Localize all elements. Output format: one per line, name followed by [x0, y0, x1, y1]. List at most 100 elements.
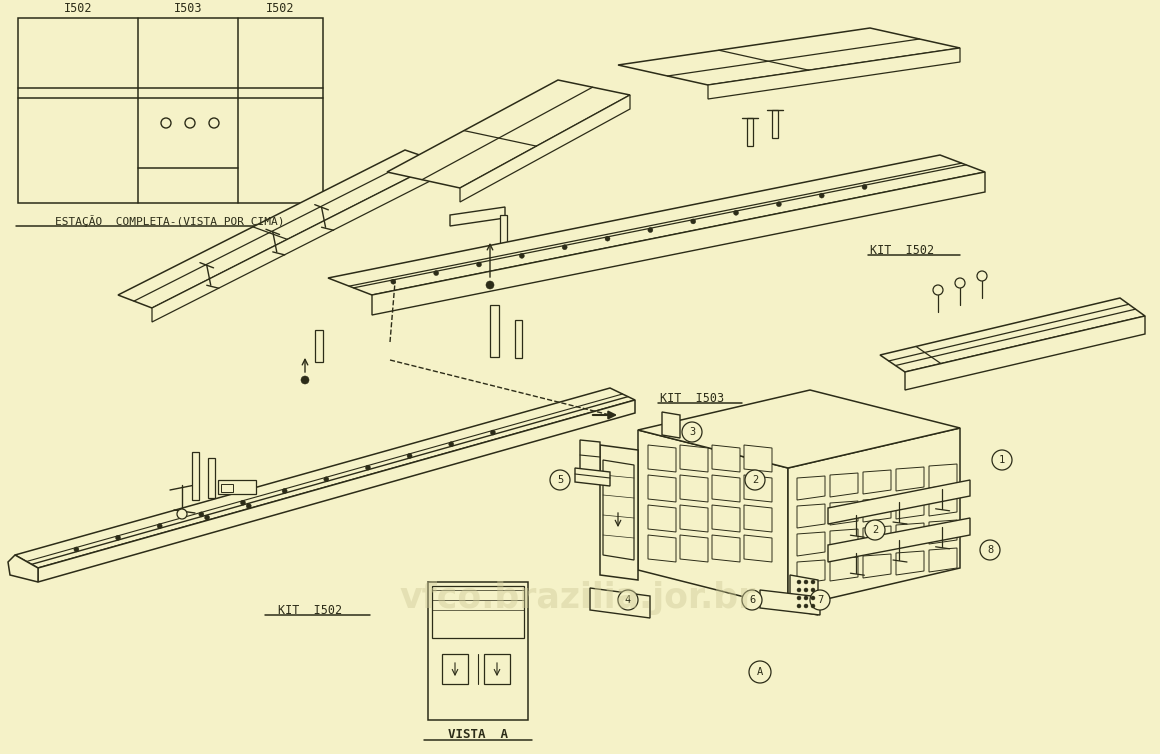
Bar: [208, 458, 215, 498]
Polygon shape: [580, 440, 600, 482]
Circle shape: [198, 512, 204, 517]
Polygon shape: [929, 464, 957, 488]
Bar: [19, 18, 322, 203]
Polygon shape: [648, 445, 676, 472]
Circle shape: [742, 590, 762, 610]
Circle shape: [865, 520, 885, 540]
Circle shape: [776, 201, 782, 207]
Circle shape: [797, 580, 802, 584]
Circle shape: [862, 185, 867, 189]
Circle shape: [520, 253, 524, 259]
Circle shape: [690, 219, 696, 224]
Text: 3: 3: [689, 427, 695, 437]
Polygon shape: [680, 445, 708, 472]
Polygon shape: [638, 390, 960, 468]
Polygon shape: [896, 495, 925, 519]
Polygon shape: [788, 428, 960, 608]
Circle shape: [282, 489, 288, 493]
Polygon shape: [896, 551, 925, 575]
Circle shape: [477, 262, 481, 267]
Circle shape: [804, 588, 809, 592]
Text: 2: 2: [752, 475, 759, 485]
Circle shape: [749, 661, 771, 683]
Polygon shape: [118, 150, 440, 308]
Polygon shape: [744, 505, 773, 532]
Polygon shape: [600, 445, 638, 580]
Circle shape: [980, 540, 1000, 560]
Text: 4: 4: [625, 595, 631, 605]
Text: I502: I502: [266, 2, 295, 14]
Circle shape: [933, 285, 943, 295]
Polygon shape: [638, 430, 788, 608]
Polygon shape: [790, 575, 818, 615]
Bar: [515, 320, 522, 358]
Polygon shape: [828, 480, 970, 524]
Text: 5: 5: [557, 475, 563, 485]
Text: 1: 1: [999, 455, 1005, 465]
Polygon shape: [680, 535, 708, 562]
Polygon shape: [708, 48, 960, 99]
Circle shape: [745, 470, 764, 490]
Bar: [218, 480, 256, 494]
Circle shape: [300, 376, 309, 384]
Circle shape: [204, 515, 210, 520]
Circle shape: [804, 580, 809, 584]
Polygon shape: [828, 518, 970, 562]
Circle shape: [992, 450, 1012, 470]
Polygon shape: [15, 388, 635, 568]
Circle shape: [184, 118, 195, 128]
Polygon shape: [744, 445, 773, 472]
Polygon shape: [797, 476, 825, 500]
Polygon shape: [905, 316, 1145, 390]
Circle shape: [733, 210, 739, 216]
Circle shape: [177, 509, 187, 519]
Polygon shape: [797, 504, 825, 528]
Circle shape: [550, 470, 570, 490]
Polygon shape: [744, 535, 773, 562]
Bar: [442, 654, 467, 684]
Circle shape: [486, 281, 494, 289]
Circle shape: [407, 453, 412, 458]
Text: I503: I503: [174, 2, 202, 14]
Circle shape: [246, 504, 252, 508]
Bar: [747, 118, 753, 146]
Polygon shape: [712, 505, 740, 532]
Bar: [773, 110, 778, 138]
Circle shape: [365, 465, 370, 470]
Bar: [484, 654, 510, 684]
Polygon shape: [863, 498, 891, 522]
Polygon shape: [680, 505, 708, 532]
Text: 6: 6: [749, 595, 755, 605]
Text: VISTA  A: VISTA A: [448, 728, 508, 740]
Polygon shape: [896, 467, 925, 491]
Circle shape: [391, 279, 396, 284]
Circle shape: [804, 604, 809, 608]
Text: KIT  I503: KIT I503: [660, 391, 724, 404]
Polygon shape: [797, 560, 825, 584]
Circle shape: [618, 590, 638, 610]
Polygon shape: [880, 298, 1145, 372]
Circle shape: [449, 442, 454, 446]
Polygon shape: [896, 523, 925, 547]
Bar: [222, 484, 233, 492]
Text: vfco.brazilia.jor.br: vfco.brazilia.jor.br: [400, 581, 756, 615]
Circle shape: [158, 523, 162, 529]
Polygon shape: [603, 460, 635, 560]
Bar: [432, 586, 524, 638]
Polygon shape: [648, 475, 676, 502]
Circle shape: [209, 118, 219, 128]
Polygon shape: [387, 80, 630, 188]
Circle shape: [606, 236, 610, 241]
Polygon shape: [929, 520, 957, 544]
Circle shape: [811, 604, 815, 608]
Text: 2: 2: [872, 525, 878, 535]
Polygon shape: [744, 475, 773, 502]
Circle shape: [810, 590, 831, 610]
Circle shape: [240, 500, 246, 505]
Polygon shape: [760, 590, 820, 615]
Circle shape: [811, 580, 815, 584]
Polygon shape: [831, 557, 858, 581]
Polygon shape: [328, 155, 985, 295]
Polygon shape: [863, 470, 891, 494]
Polygon shape: [662, 412, 680, 438]
